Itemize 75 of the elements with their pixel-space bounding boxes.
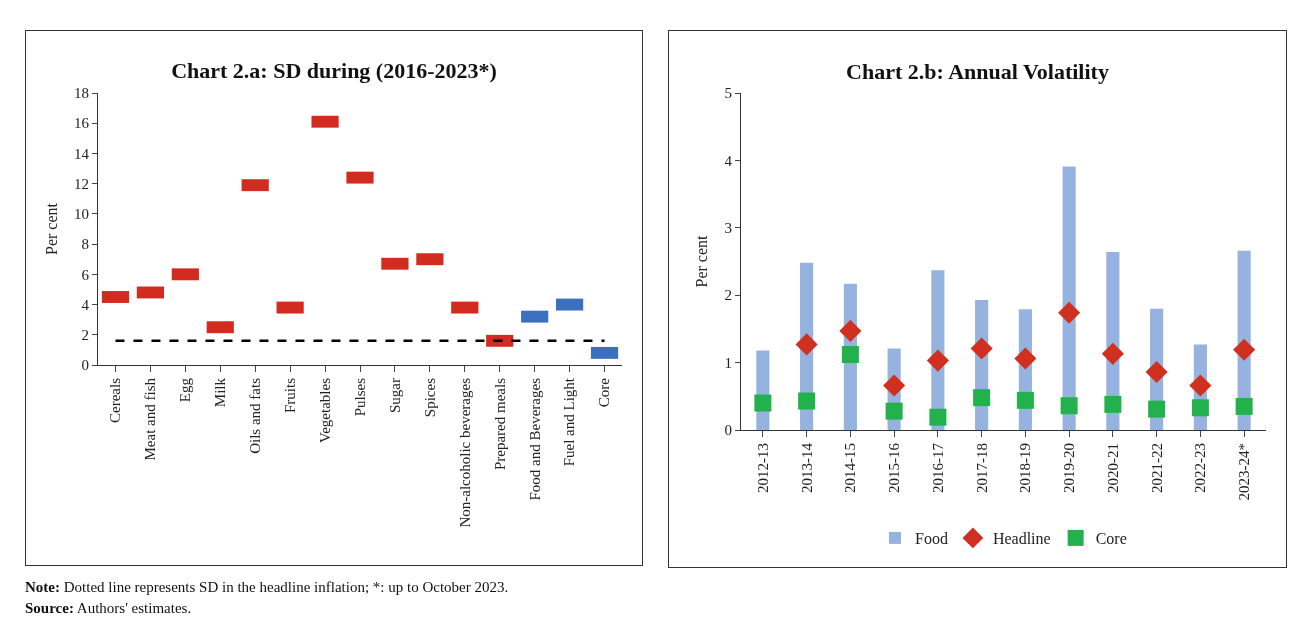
x-tick-label: Core bbox=[596, 377, 613, 408]
point bbox=[1014, 347, 1037, 370]
y-tick-label: 1 bbox=[724, 354, 732, 371]
point bbox=[1233, 338, 1256, 361]
x-tick-label: Milk bbox=[212, 377, 229, 408]
x-tick-label: Prepared meals bbox=[491, 377, 508, 471]
point bbox=[1060, 397, 1078, 415]
x-tick-label: 2017-18 bbox=[973, 443, 990, 493]
point bbox=[1235, 397, 1253, 415]
y-tick-label: 2 bbox=[81, 327, 89, 344]
point bbox=[1189, 374, 1212, 397]
x-tick-label: Egg bbox=[177, 377, 194, 403]
x-tick-label: 2012-13 bbox=[754, 443, 771, 493]
point bbox=[973, 389, 991, 407]
x-tick-label: Pulses bbox=[351, 377, 368, 417]
x-tick-label: Oils and fats bbox=[247, 377, 264, 454]
chart-title: Chart 2.a: SD during (2016-2023*) bbox=[171, 58, 497, 84]
x-tick-label: 2022-23 bbox=[1192, 443, 1209, 493]
x-tick-label: 2019-20 bbox=[1061, 443, 1078, 493]
y-tick-label: 6 bbox=[81, 266, 90, 283]
y-axis-title: Per cent bbox=[42, 202, 60, 255]
y-tick-label: 0 bbox=[724, 422, 732, 439]
x-tick-label: 2021-22 bbox=[1148, 443, 1165, 493]
legend-label: Food bbox=[915, 530, 948, 548]
x-tick-label: Cereals bbox=[107, 377, 124, 423]
x-tick-label: Fruits bbox=[282, 377, 299, 414]
y-tick-label: 16 bbox=[74, 115, 90, 132]
point bbox=[929, 408, 947, 426]
point bbox=[798, 392, 816, 410]
x-tick-label: Non-alcoholic beverages bbox=[456, 377, 473, 528]
x-tick-label: Vegetables bbox=[316, 377, 333, 443]
chart-title: Chart 2.b: Annual Volatility bbox=[846, 58, 1109, 84]
source-note: Source: Authors' estimates. bbox=[25, 599, 193, 618]
point bbox=[1058, 301, 1081, 324]
y-tick-label: 4 bbox=[724, 152, 733, 169]
x-tick-label: Meat and fish bbox=[142, 377, 159, 461]
point bbox=[926, 349, 949, 372]
y-tick-label: 5 bbox=[724, 85, 732, 102]
point bbox=[1104, 395, 1122, 413]
point bbox=[839, 319, 862, 342]
x-tick-label: Spices bbox=[421, 377, 438, 418]
point bbox=[883, 374, 906, 397]
x-tick-label: 2015-16 bbox=[886, 442, 903, 493]
y-tick-label: 2 bbox=[724, 287, 732, 304]
point bbox=[885, 402, 903, 420]
y-tick-label: 0 bbox=[81, 357, 89, 374]
x-tick-label: 2018-19 bbox=[1017, 443, 1034, 493]
x-tick-label: 2023-24* bbox=[1236, 443, 1253, 501]
y-tick-label: 3 bbox=[724, 220, 732, 237]
point bbox=[1191, 399, 1209, 417]
y-tick-label: 12 bbox=[74, 175, 89, 192]
x-tick-label: 2016-17 bbox=[929, 442, 946, 493]
point bbox=[970, 337, 993, 360]
y-tick-label: 18 bbox=[74, 85, 89, 102]
x-tick-label: 2014-15 bbox=[842, 443, 859, 493]
point bbox=[795, 333, 818, 356]
x-tick-label: 2020-21 bbox=[1104, 443, 1121, 493]
y-tick-label: 4 bbox=[81, 296, 90, 313]
y-tick-label: 10 bbox=[74, 206, 89, 223]
x-tick-label: Fuel and Light bbox=[561, 377, 578, 467]
y-tick-label: 8 bbox=[81, 236, 89, 253]
point bbox=[1148, 400, 1166, 418]
x-tick-label: Food and Beverages bbox=[526, 377, 543, 501]
text: Note: Dotted line represents SD in the headline inflation; *: up to October 2023. bbox=[25, 578, 509, 597]
point bbox=[1016, 391, 1034, 409]
point bbox=[841, 346, 859, 364]
point bbox=[1145, 360, 1168, 384]
x-tick-label: Sugar bbox=[386, 378, 403, 413]
legend-label: Headline bbox=[992, 530, 1051, 548]
y-axis-title: Per cent bbox=[693, 234, 711, 288]
point bbox=[1101, 342, 1124, 365]
legend-label: Core bbox=[1095, 530, 1127, 548]
y-tick-label: 14 bbox=[74, 145, 90, 162]
point bbox=[754, 394, 772, 412]
x-tick-label: 2013-14 bbox=[798, 442, 815, 493]
